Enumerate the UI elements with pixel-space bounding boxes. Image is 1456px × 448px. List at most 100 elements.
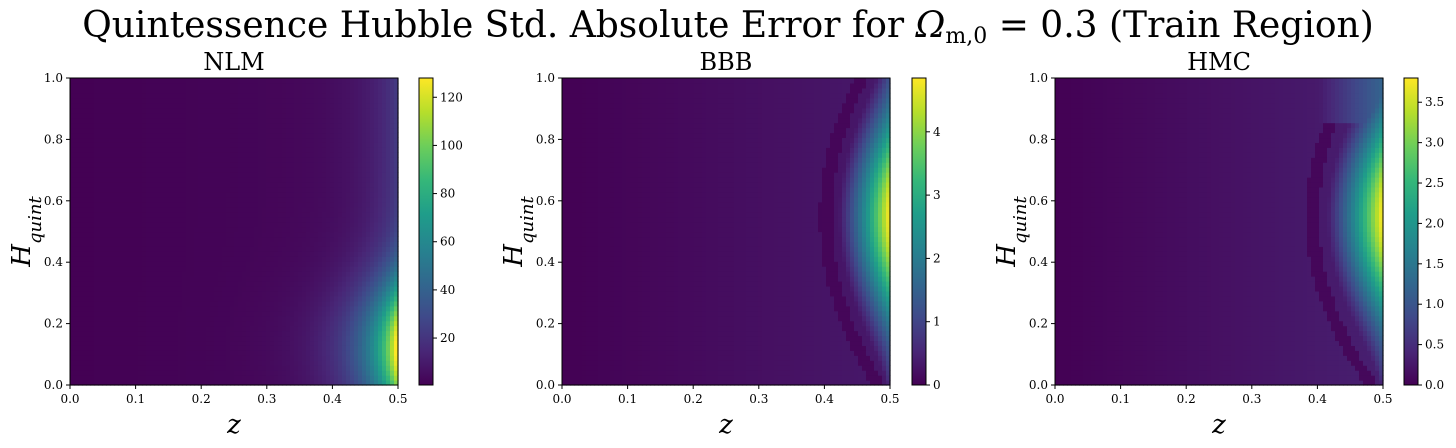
- heatmap-cell: [186, 196, 191, 203]
- heatmap-cell: [246, 251, 251, 257]
- heatmap-cell: [186, 177, 191, 183]
- heatmap-cell: [130, 87, 135, 94]
- heatmap-cell: [122, 251, 127, 257]
- heatmap-cell: [78, 102, 83, 109]
- heatmap-cell: [242, 92, 247, 99]
- heatmap-cell: [350, 375, 355, 381]
- heatmap-cell: [94, 167, 99, 173]
- heatmap-cell: [366, 340, 371, 346]
- heatmap-cell: [266, 365, 271, 371]
- heatmap-cell: [246, 226, 251, 233]
- heatmap-cell: [298, 295, 303, 302]
- heatmap-cell: [314, 112, 319, 119]
- heatmap-cell: [122, 271, 127, 277]
- heatmap-cell: [378, 201, 383, 208]
- heatmap-cell: [238, 152, 243, 158]
- heatmap-cell: [134, 87, 139, 94]
- heatmap-cell: [134, 290, 139, 297]
- heatmap-cell: [354, 92, 359, 99]
- heatmap-cell: [162, 117, 167, 124]
- heatmap-cell: [78, 330, 83, 337]
- heatmap-cell: [178, 177, 183, 183]
- heatmap-cell: [158, 167, 163, 173]
- heatmap-cell: [94, 142, 99, 148]
- heatmap-cell: [86, 112, 91, 119]
- heatmap-cell: [98, 266, 103, 272]
- heatmap-cell: [346, 360, 351, 366]
- heatmap-cell: [86, 206, 91, 213]
- heatmap-cell: [322, 266, 327, 272]
- heatmap-cell: [274, 226, 279, 233]
- heatmap-cell: [386, 370, 391, 376]
- heatmap-cell: [218, 137, 223, 143]
- heatmap-cell: [254, 360, 259, 366]
- heatmap-cell: [382, 107, 387, 114]
- heatmap-cell: [162, 246, 167, 252]
- heatmap-cell: [254, 122, 259, 129]
- heatmap-cell: [102, 300, 107, 307]
- heatmap-cell: [158, 157, 163, 163]
- heatmap-cell: [118, 295, 123, 302]
- heatmap-cell: [98, 236, 103, 242]
- heatmap-cell: [314, 142, 319, 148]
- heatmap-cell: [238, 147, 243, 153]
- heatmap-cell: [362, 271, 367, 277]
- heatmap-cell: [346, 320, 351, 327]
- heatmap-cell: [178, 345, 183, 351]
- heatmap-cell: [290, 122, 295, 129]
- heatmap-cell: [314, 375, 319, 381]
- heatmap-cell: [358, 370, 363, 376]
- heatmap-cell: [334, 360, 339, 366]
- heatmap-cell: [110, 127, 115, 134]
- heatmap-cell: [262, 310, 267, 317]
- heatmap-cell: [218, 261, 223, 267]
- heatmap-cell: [282, 132, 287, 139]
- heatmap-cell: [182, 186, 187, 193]
- heatmap-cell: [110, 181, 115, 188]
- heatmap-cell: [258, 142, 263, 148]
- heatmap-cell: [106, 300, 111, 307]
- heatmap-cell: [370, 226, 375, 233]
- heatmap-cell: [94, 266, 99, 272]
- heatmap-cell: [378, 152, 383, 158]
- heatmap-cell: [86, 276, 91, 282]
- heatmap-cell: [374, 365, 379, 371]
- heatmap-cell: [214, 241, 219, 247]
- heatmap-cell: [242, 221, 247, 228]
- heatmap-cell: [202, 350, 207, 356]
- heatmap-cell: [202, 186, 207, 193]
- heatmap-cell: [154, 142, 159, 148]
- heatmap-cell: [86, 285, 91, 292]
- heatmap-cell: [370, 236, 375, 242]
- heatmap-cell: [162, 355, 167, 361]
- heatmap-cell: [102, 102, 107, 109]
- heatmap-cell: [330, 97, 335, 104]
- heatmap-cell: [266, 375, 271, 381]
- heatmap-cell: [118, 211, 123, 218]
- heatmap-cell: [346, 162, 351, 168]
- heatmap-cell: [82, 271, 87, 277]
- heatmap-cell: [194, 152, 199, 158]
- heatmap-cell: [186, 345, 191, 351]
- heatmap-cell: [278, 290, 283, 297]
- heatmap-cell: [362, 132, 367, 139]
- heatmap-cell: [282, 181, 287, 188]
- heatmap-cell: [98, 345, 103, 351]
- heatmap-cell: [154, 261, 159, 267]
- heatmap-cell: [254, 355, 259, 361]
- heatmap-cell: [190, 167, 195, 173]
- heatmap-cell: [358, 196, 363, 203]
- heatmap-cell: [314, 315, 319, 322]
- heatmap-cell: [154, 290, 159, 297]
- heatmap-cell: [74, 370, 79, 376]
- heatmap-cell: [354, 186, 359, 193]
- heatmap-cell: [354, 241, 359, 247]
- heatmap-cell: [154, 330, 159, 337]
- heatmap-cell: [370, 241, 375, 247]
- heatmap-cell: [114, 191, 119, 198]
- heatmap-cell: [210, 211, 215, 218]
- heatmap-cell: [150, 157, 155, 163]
- heatmap-cell: [226, 290, 231, 297]
- heatmap-cell: [198, 375, 203, 381]
- heatmap-cell: [106, 167, 111, 173]
